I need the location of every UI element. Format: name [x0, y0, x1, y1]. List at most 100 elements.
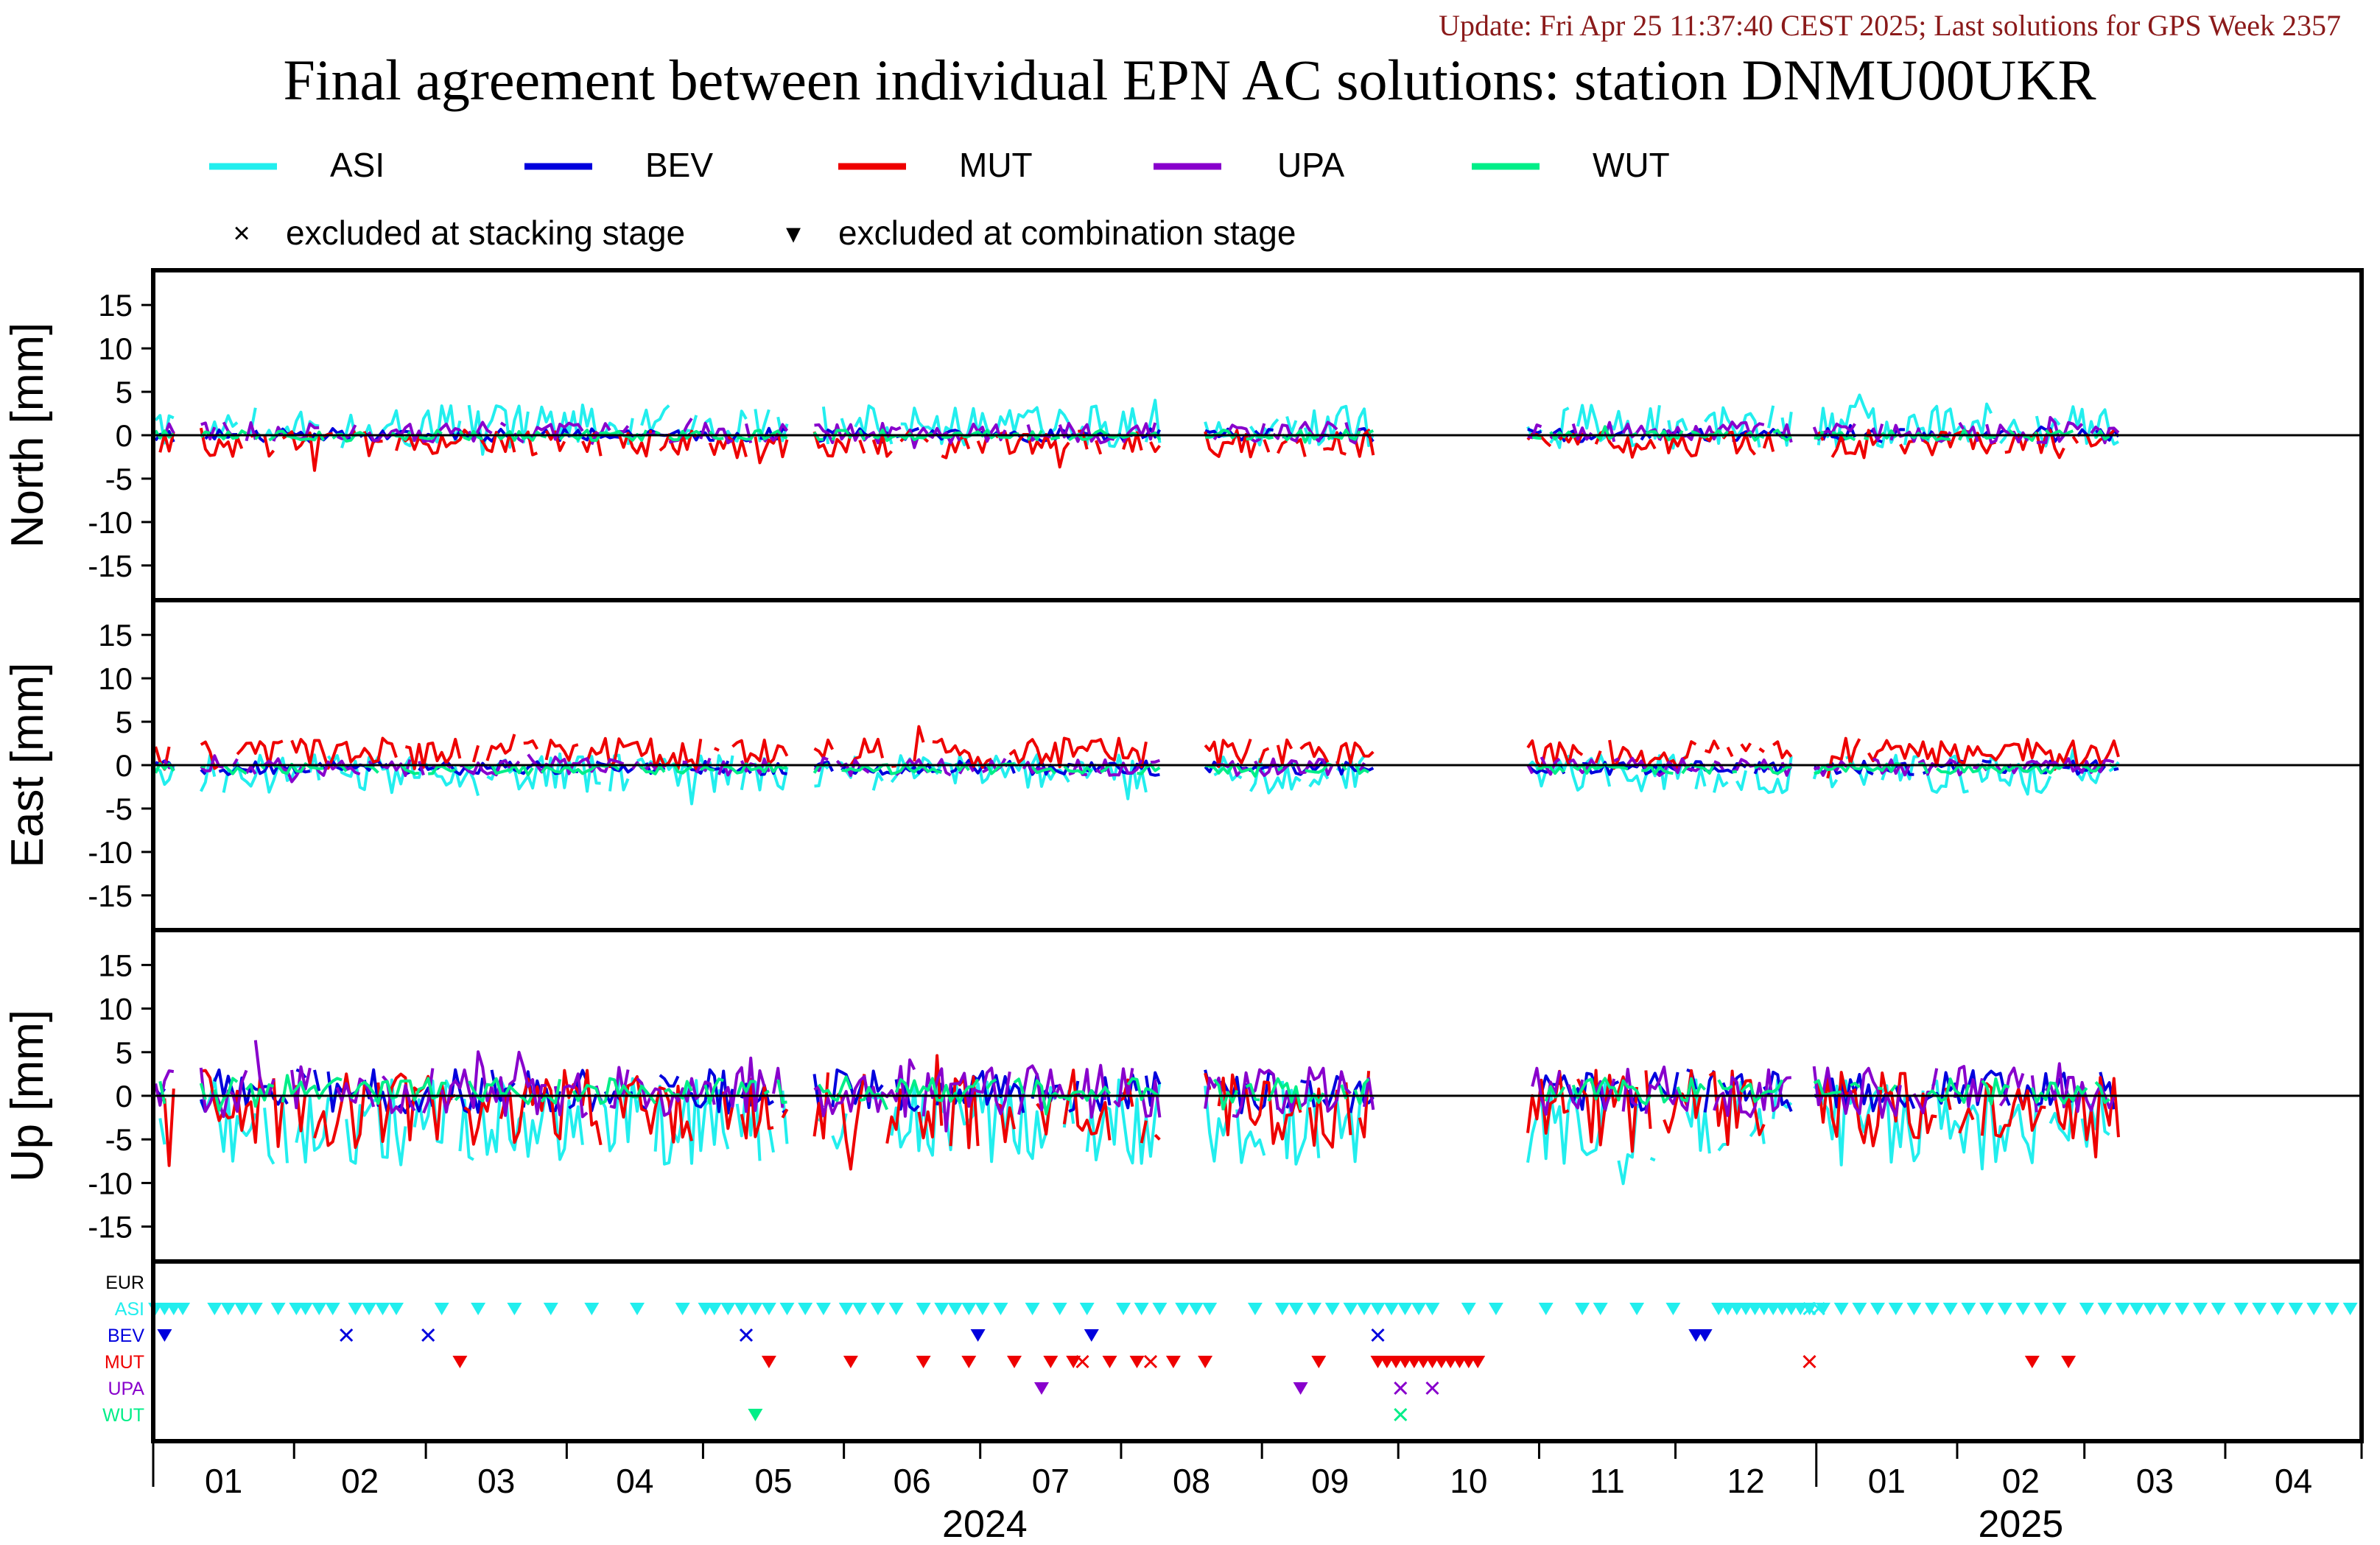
y-tick-label: 5 [116, 1035, 133, 1070]
y-tick-label: 10 [98, 992, 133, 1027]
x-month-label: 05 [754, 1462, 792, 1500]
y-tick-label: 15 [98, 288, 133, 323]
combination-exclusion-marker [2079, 1303, 2094, 1315]
y-tick-label: -15 [88, 879, 133, 913]
combination-exclusion-marker [798, 1303, 813, 1315]
x-month-label: 07 [1032, 1462, 1070, 1500]
combination-exclusion-marker [2015, 1303, 2031, 1315]
plot-layer: 15 10 5 0 -5 -10 -15 North [mm] 15 10 5 0 -5 -10 -15 Ea… [2, 268, 2364, 1545]
combination-exclusion-marker [2324, 1303, 2339, 1315]
combination-exclusion-marker [1488, 1303, 1503, 1315]
combination-exclusion-marker [1397, 1303, 1413, 1315]
legend-label-mut: MUT [959, 146, 1033, 184]
combination-exclusion-marker [2193, 1303, 2208, 1315]
stacking-exclusion-marker [1802, 1354, 1816, 1369]
combination-exclusion-marker [1852, 1303, 1867, 1315]
combination-exclusion-marker [1293, 1382, 1308, 1395]
exclusion-row-label: BEV [108, 1326, 144, 1346]
combination-exclusion-marker [1461, 1303, 1476, 1315]
y-tick-label: 5 [116, 705, 133, 739]
combination-exclusion-marker [1066, 1356, 1081, 1368]
legend: ASI BEV MUT UPA WUT × excluded at stacki… [209, 146, 1670, 252]
panel-3 [154, 1040, 2120, 1186]
x-month-label: 10 [1450, 1462, 1487, 1500]
chart-title: Final agreement between individual EPN A… [283, 48, 2096, 112]
combination-exclusion-marker [815, 1303, 831, 1315]
combination-exclusion-marker [2288, 1303, 2303, 1315]
combination-exclusion-marker [1134, 1303, 1149, 1315]
combination-exclusion-marker [375, 1303, 390, 1315]
combination-exclusion-marker [2156, 1303, 2172, 1315]
y-tick-label: 5 [116, 375, 133, 409]
combination-exclusion-marker [706, 1303, 722, 1315]
x-month-label: 02 [2002, 1462, 2040, 1500]
combination-exclusion-marker [961, 1356, 977, 1368]
x-year-label: 2025 [1979, 1503, 2064, 1545]
series-mut-line [163, 1054, 2120, 1171]
combination-exclusion-marker [916, 1303, 931, 1315]
y-tick-label: 15 [98, 618, 133, 652]
combination-exclusion-marker [761, 1356, 776, 1368]
y-axis-label: Up [mm] [2, 1010, 53, 1182]
combination-exclusion-marker [507, 1303, 522, 1315]
combination-exclusion-marker [675, 1303, 690, 1315]
combination-exclusion-marker [1384, 1303, 1399, 1315]
legend-label-wut: WUT [1593, 146, 1670, 184]
combination-exclusion-marker [2034, 1303, 2049, 1315]
combination-exclusion-marker [2116, 1303, 2131, 1315]
combination-exclusion-marker [1198, 1356, 1213, 1368]
combination-exclusion-marker [2129, 1303, 2144, 1315]
panel-1 [155, 393, 2119, 472]
combination-exclusion-marker [2097, 1303, 2113, 1315]
x-month-label: 04 [616, 1462, 653, 1500]
y-tick-label: 0 [116, 748, 133, 783]
y-tick-label: -5 [105, 1122, 133, 1157]
x-month-label: 06 [894, 1462, 931, 1500]
combination-exclusion-marker [748, 1409, 763, 1421]
combination-exclusion-marker [748, 1303, 763, 1315]
y-tick-label: -10 [88, 505, 133, 540]
combination-exclusion-marker [2143, 1303, 2158, 1315]
combination-exclusion-marker [934, 1303, 949, 1315]
exclusion-row-label: WUT [102, 1405, 144, 1426]
combination-exclusion-marker [2061, 1356, 2077, 1368]
combination-exclusion-marker [1997, 1303, 2012, 1315]
x-month-label: 01 [1868, 1462, 1906, 1500]
exclusion-row-label: MUT [105, 1352, 144, 1373]
combination-exclusion-marker [1538, 1303, 1554, 1315]
x-year-label: 2024 [942, 1503, 1028, 1545]
combination-exclusion-marker [1102, 1356, 1117, 1368]
combination-exclusion-marker [452, 1356, 468, 1368]
combination-exclusion-marker [1202, 1303, 1218, 1315]
combination-exclusion-marker [584, 1303, 600, 1315]
combination-exclusion-marker [1274, 1303, 1290, 1315]
combination-exclusion-marker [2174, 1303, 2190, 1315]
combination-exclusion-marker [1425, 1303, 1440, 1315]
combination-exclusion-marker [1343, 1303, 1358, 1315]
combination-exclusion-marker [1324, 1303, 1340, 1315]
combination-exclusion-marker [2342, 1303, 2358, 1315]
combination-exclusion-marker [1188, 1303, 1204, 1315]
stacking-exclusion-marker [739, 1328, 754, 1342]
series-wut-line [154, 761, 2115, 778]
combination-exclusion-marker [348, 1303, 363, 1315]
x-month-label: 12 [1727, 1462, 1765, 1500]
combination-exclusion-marker [1593, 1303, 1608, 1315]
combination-exclusion-marker [961, 1303, 977, 1315]
y-tick-label: -10 [88, 835, 133, 870]
combination-exclusion-marker [312, 1303, 327, 1315]
stacking-exclusion-marker [1425, 1381, 1439, 1396]
combination-exclusion-marker [1084, 1329, 1099, 1342]
combination-exclusion-marker [947, 1303, 963, 1315]
legend-label-upa: UPA [1277, 146, 1344, 184]
combination-exclusion-marker [1052, 1303, 1067, 1315]
combination-exclusion-marker [1470, 1356, 1486, 1368]
combination-exclusion-marker [975, 1303, 990, 1315]
y-axis-label: North [mm] [2, 323, 53, 549]
combination-exclusion-marker [838, 1303, 854, 1315]
combination-exclusion-marker [1697, 1329, 1713, 1342]
combination-exclusion-marker [1906, 1303, 1922, 1315]
x-month-label: 09 [1311, 1462, 1349, 1500]
combination-exclusion-marker [2024, 1356, 2040, 1368]
